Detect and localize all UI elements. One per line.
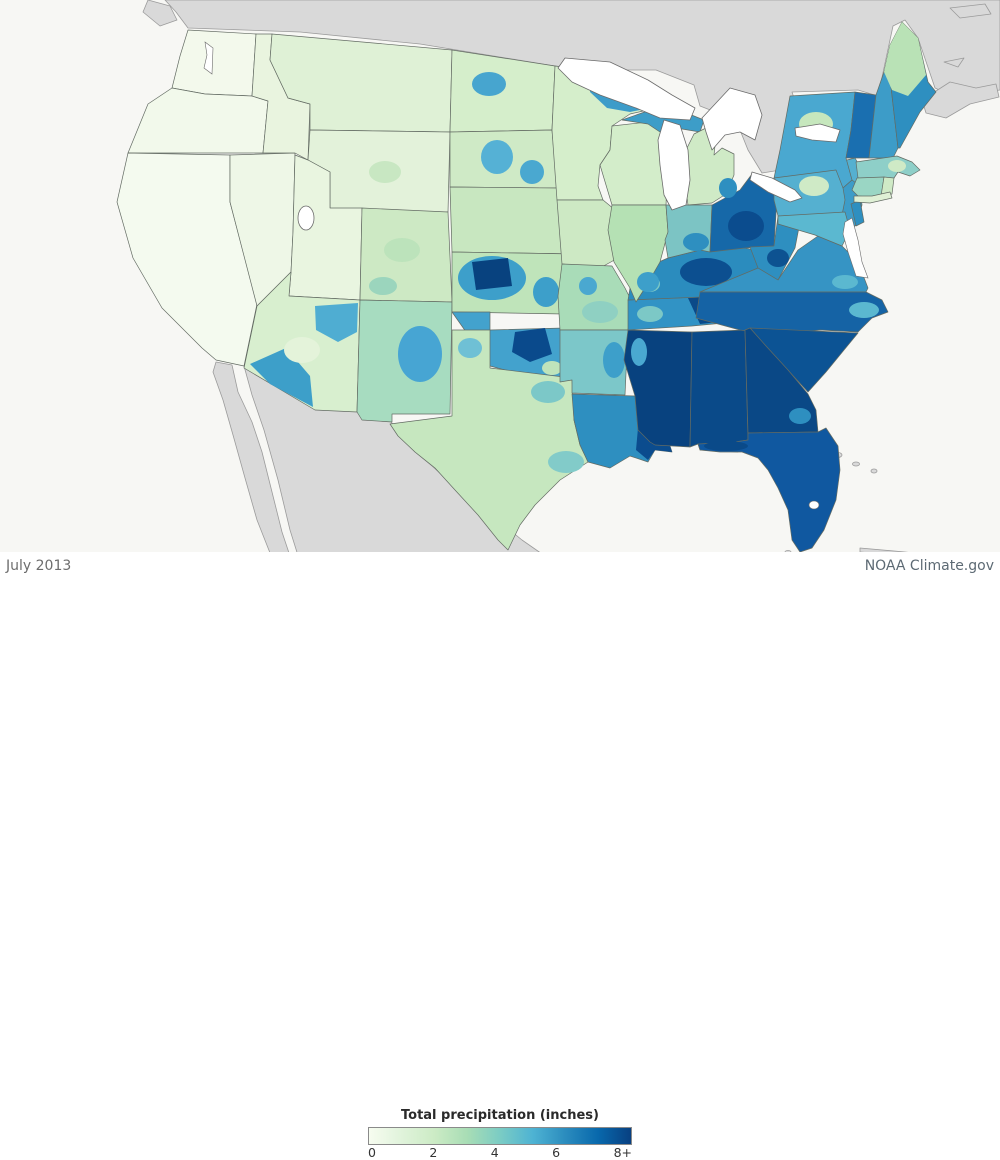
patch-kansas-east-blue — [533, 277, 559, 307]
state-vermont — [845, 91, 877, 159]
legend-tick-0: 0 — [368, 1145, 376, 1160]
legend-tick-4: 4 — [490, 1145, 499, 1160]
state-north-carolina — [695, 291, 889, 336]
state-rhode-island — [880, 176, 895, 197]
state-washington — [171, 29, 257, 97]
patch-indiana-blue-south — [683, 233, 709, 251]
patch-wyoming-green — [369, 161, 401, 183]
state-indiana — [664, 204, 713, 259]
lake-michigan — [657, 119, 691, 211]
patch-mississippi-nw-blue — [631, 338, 647, 366]
patch-north-dakota-blue — [472, 72, 506, 96]
legend-tick-8plus: 8+ — [613, 1145, 632, 1160]
legend-gradient-bar — [368, 1127, 632, 1145]
patch-arizona-pale — [284, 337, 320, 363]
anticosti-island — [949, 3, 992, 19]
great-salt-lake — [297, 205, 315, 231]
patch-missouri-blue — [579, 277, 597, 295]
region-long-island — [853, 191, 893, 204]
patch-kansas-navy — [472, 258, 512, 290]
lake-huron — [701, 87, 763, 151]
precipitation-map — [0, 0, 1000, 562]
patch-tennessee-teal-west — [637, 306, 663, 322]
state-maryland — [777, 211, 851, 247]
patch-oklahoma-navy — [512, 328, 552, 362]
patch-missouri-teal — [582, 301, 618, 323]
patch-virginia-teal-east — [832, 275, 858, 289]
patch-south-dakota-blue — [481, 140, 513, 174]
patch-georgia-blue-se — [789, 408, 811, 424]
patch-arkansas-blue — [603, 342, 625, 378]
patch-kentucky-navy — [680, 258, 732, 286]
patch-west-virginia-navy — [767, 249, 789, 267]
patch-arizona-ne-blue — [315, 303, 358, 342]
legend-tick-6: 6 — [552, 1145, 561, 1160]
state-alabama — [689, 329, 749, 453]
legend: Total precipitation (inches) — [368, 1108, 632, 1160]
patch-massachusetts-pale — [888, 160, 906, 172]
chesapeake-bay — [842, 217, 869, 279]
patch-texas-teal-coast — [548, 451, 584, 473]
patch-minnesota-south-blue — [520, 160, 544, 184]
state-florida — [697, 427, 841, 553]
prince-edward-island — [943, 57, 965, 68]
lake-okeechobee — [808, 500, 820, 510]
puget-sound — [203, 41, 214, 75]
patch-arizona-sw-blue — [250, 348, 313, 407]
patch-illinois-blue-south — [637, 272, 659, 292]
patch-oklahoma-green-se — [542, 361, 562, 375]
patch-colorado-teal — [369, 277, 397, 295]
lake-ontario — [794, 123, 841, 143]
patch-texas-teal-ne — [531, 381, 565, 403]
patch-north-carolina-teal-east — [849, 302, 879, 318]
legend-title: Total precipitation (inches) — [401, 1108, 599, 1123]
vancouver-island — [142, 0, 178, 27]
patch-florida-panhandle-navy — [704, 441, 748, 451]
lake-superior — [557, 57, 696, 121]
legend-tick-labels: 0 2 4 6 8+ — [368, 1145, 632, 1160]
patch-maine-north-green — [884, 22, 926, 96]
patch-new-mexico-blue — [398, 326, 442, 382]
patch-texas-panhandle-blue — [458, 338, 482, 358]
source-label: NOAA Climate.gov — [864, 558, 994, 574]
footer-bar: July 2013 NOAA Climate.gov Total precipi… — [0, 552, 1000, 1159]
date-label: July 2013 — [6, 558, 72, 574]
patch-pennsylvania-green — [799, 176, 829, 196]
lake-erie — [749, 171, 803, 203]
patch-colorado-green — [384, 238, 420, 262]
legend-tick-2: 2 — [429, 1145, 438, 1160]
patch-michigan-se-blue — [719, 178, 737, 198]
nova-scotia — [921, 81, 1000, 119]
patch-ohio-navy — [728, 211, 764, 241]
